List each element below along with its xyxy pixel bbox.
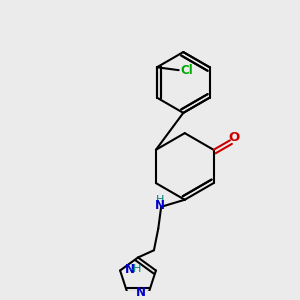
Text: N: N <box>155 199 165 212</box>
Text: -H: -H <box>129 264 142 274</box>
Text: N: N <box>136 286 146 299</box>
Text: N: N <box>125 263 135 276</box>
Text: O: O <box>229 131 240 144</box>
Text: H: H <box>155 195 164 206</box>
Text: Cl: Cl <box>180 64 193 77</box>
